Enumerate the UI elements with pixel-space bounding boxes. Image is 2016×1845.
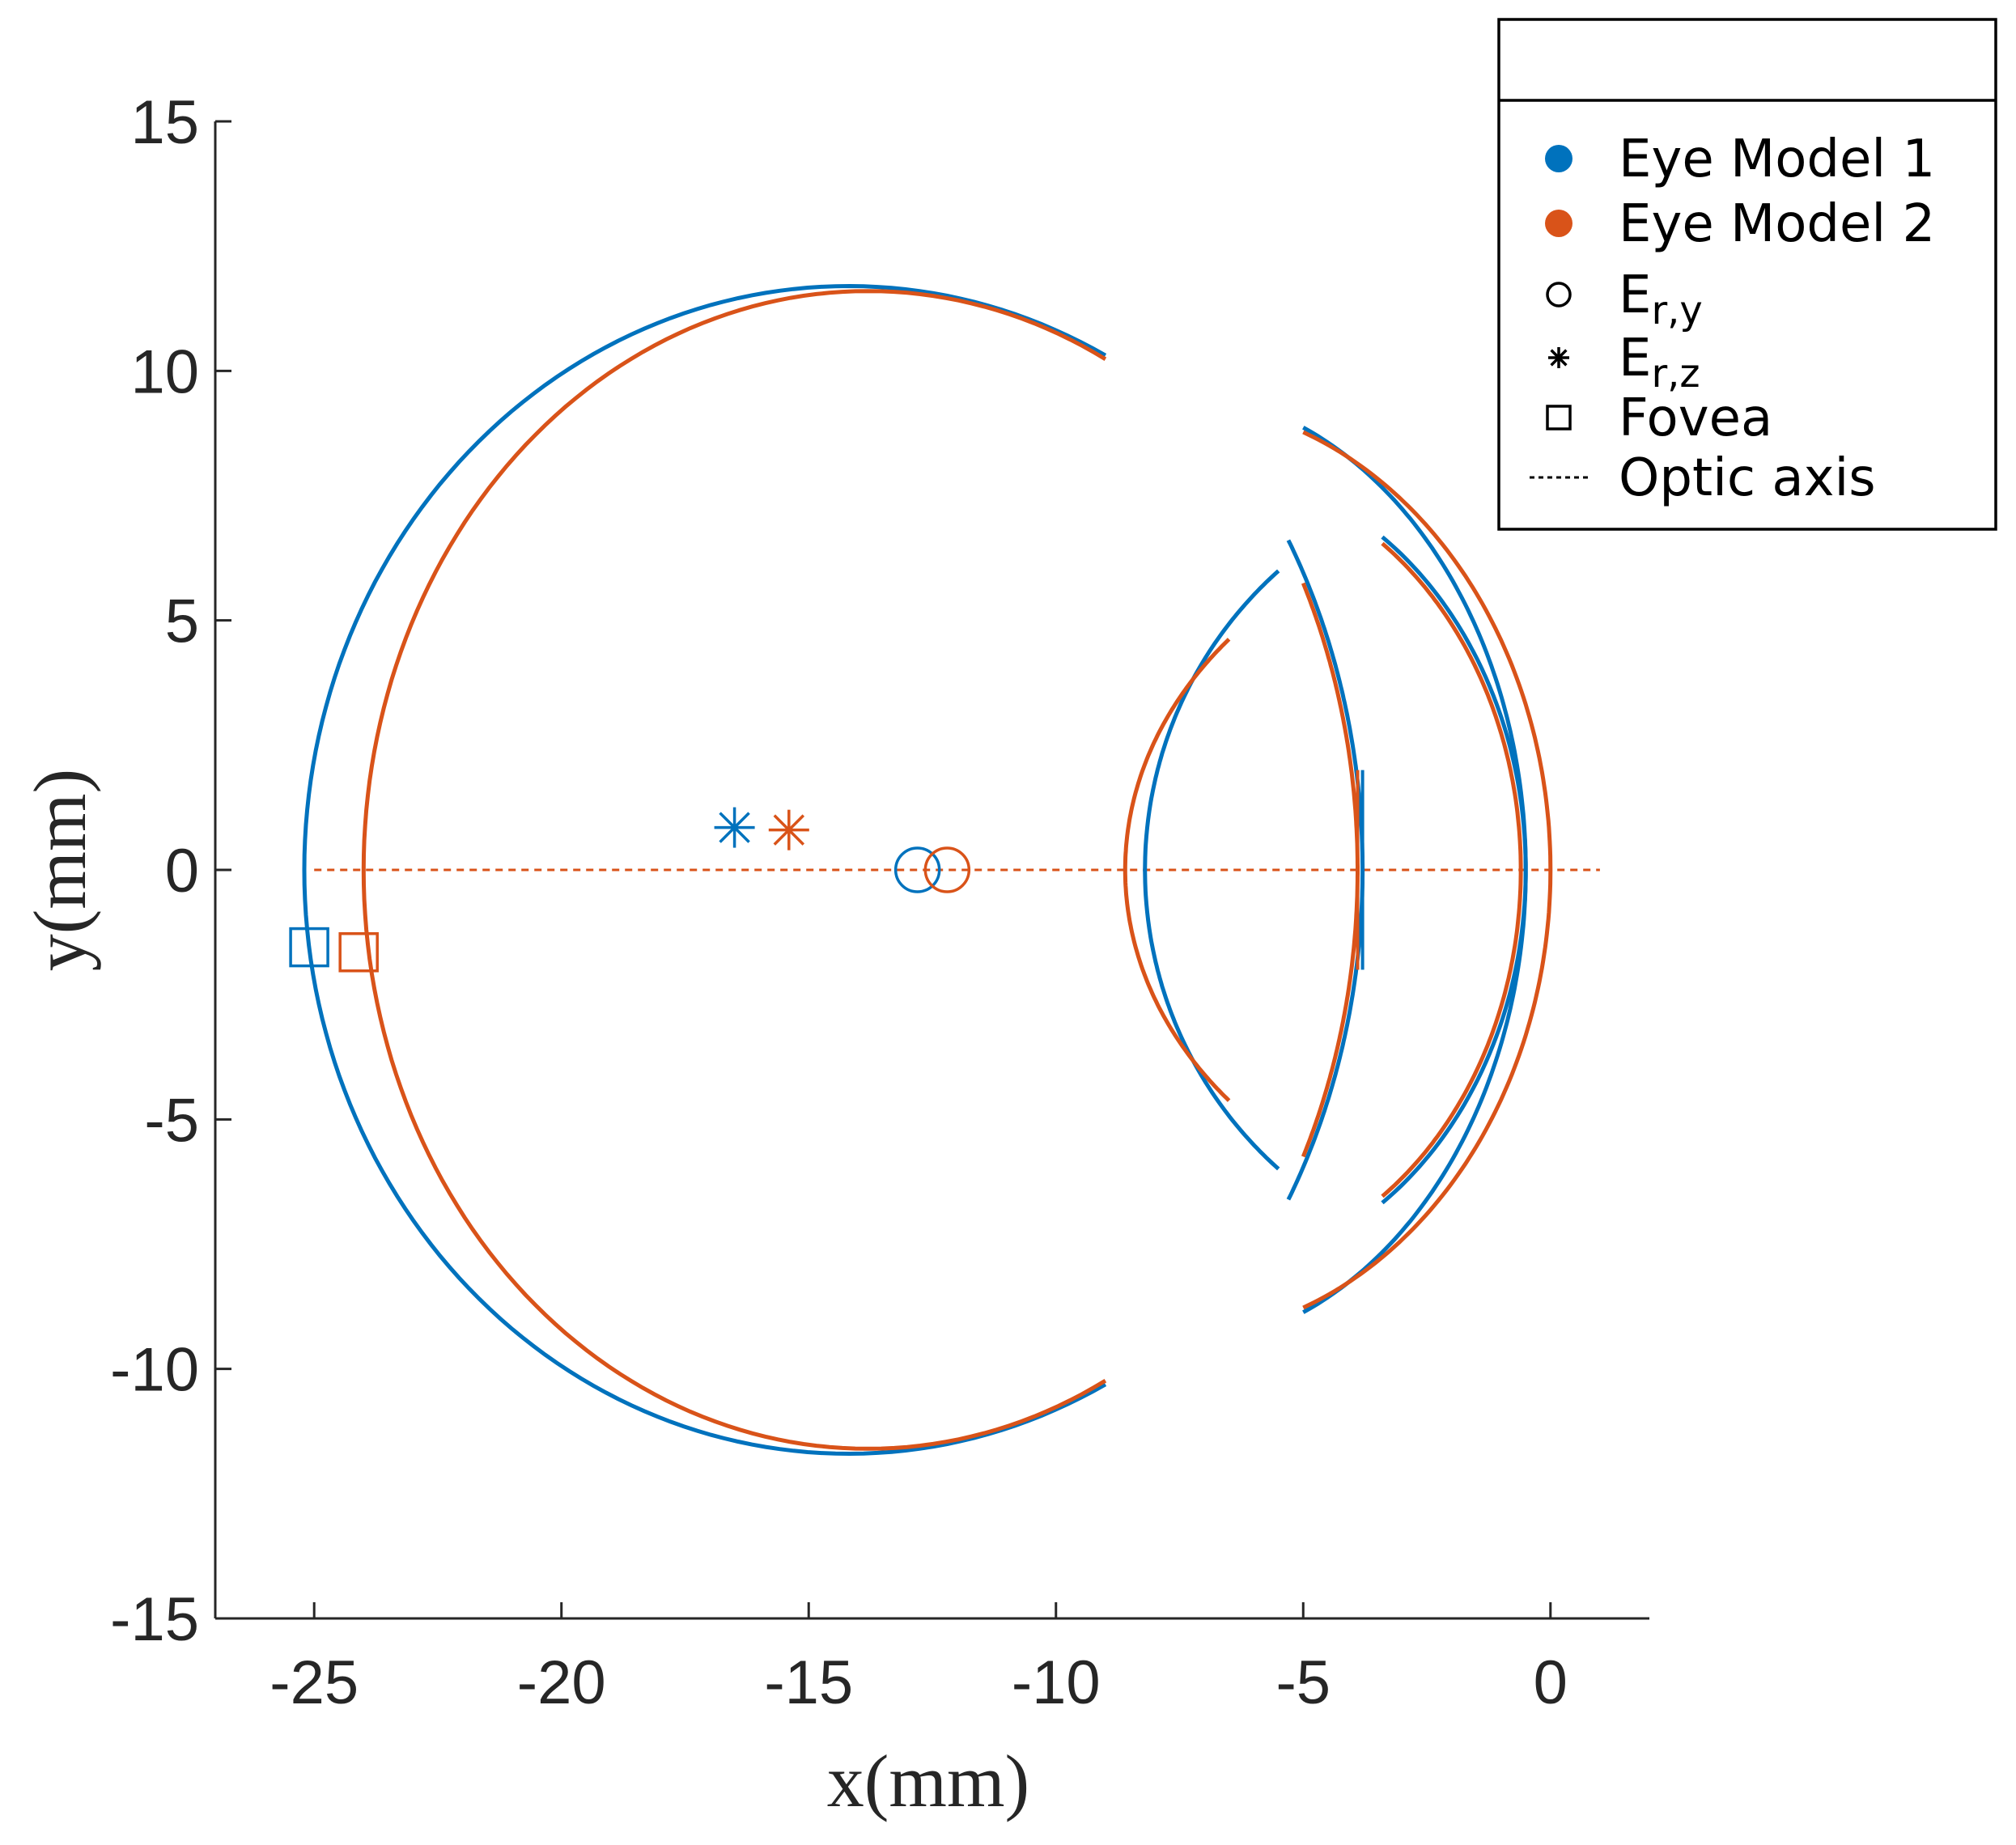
legend-entry: Fovea bbox=[1546, 388, 1772, 448]
legend-entry: Eye Model 2 bbox=[1545, 194, 1935, 254]
asterisk-stroke bbox=[773, 814, 805, 846]
y-tick-label: -15 bbox=[110, 1585, 199, 1654]
legend-label: Er,y bbox=[1619, 265, 1703, 333]
legend-entry: Optic axis bbox=[1530, 448, 1876, 508]
y-tick-label: 10 bbox=[130, 337, 199, 406]
cornea-posterior-curve bbox=[1381, 535, 1528, 1205]
cornea-anterior-curve bbox=[1302, 426, 1528, 1314]
retina-curve bbox=[302, 283, 1107, 1457]
legend-entry: Er,y bbox=[1546, 265, 1703, 333]
y-tick-label: -10 bbox=[110, 1336, 199, 1405]
y-tick-label: 5 bbox=[165, 587, 199, 656]
legend-label: Eye Model 2 bbox=[1619, 194, 1935, 254]
e-rz-marker bbox=[768, 809, 809, 850]
legend-label: Optic axis bbox=[1619, 448, 1876, 508]
x-tick-label: 0 bbox=[1534, 1648, 1568, 1717]
legend-subscript: r,y bbox=[1651, 288, 1702, 333]
y-tick-label: 0 bbox=[165, 837, 199, 906]
legend-subscript: r,z bbox=[1651, 351, 1700, 397]
legend-dot-marker bbox=[1545, 145, 1572, 172]
legend-label: Fovea bbox=[1619, 388, 1772, 448]
retina-curve bbox=[361, 289, 1107, 1451]
asterisk-stroke bbox=[1550, 349, 1568, 367]
plot-area bbox=[289, 283, 1600, 1457]
x-tick-label: -20 bbox=[517, 1648, 606, 1717]
series-2 bbox=[338, 289, 1553, 1451]
legend-circle-marker bbox=[1546, 282, 1572, 308]
legend-label: Eye Model 1 bbox=[1619, 129, 1935, 189]
asterisk-stroke bbox=[719, 812, 750, 843]
legend-dot-marker bbox=[1545, 210, 1572, 237]
e-ry-marker bbox=[923, 846, 971, 893]
axes: -25 -20 -15 -10 -5 0 15 10 5 0 -5 -10 -15 bbox=[110, 88, 1649, 1717]
legend-box bbox=[1497, 18, 1997, 531]
y-axis-label: y(mm) bbox=[19, 769, 101, 971]
e-ry-marker bbox=[893, 846, 941, 893]
x-axis-label: x(mm) bbox=[827, 1740, 1029, 1822]
fovea-marker bbox=[338, 932, 379, 973]
cornea-anterior-curve bbox=[1302, 430, 1553, 1310]
lens-posterior-curve bbox=[1123, 638, 1231, 1102]
legend-asterisk-marker bbox=[1548, 347, 1569, 368]
y-tick-label: -5 bbox=[144, 1086, 199, 1155]
fovea-marker bbox=[289, 927, 329, 968]
x-tick-label: -10 bbox=[1012, 1648, 1101, 1717]
x-tick-label: -15 bbox=[764, 1648, 853, 1717]
cornea-posterior-curve bbox=[1381, 541, 1523, 1198]
x-tick-label: -5 bbox=[1275, 1648, 1331, 1717]
e-rz-marker bbox=[714, 807, 755, 848]
legend-square-marker bbox=[1546, 405, 1572, 430]
legend-entry: Eye Model 1 bbox=[1545, 129, 1935, 189]
y-tick-label: 15 bbox=[130, 88, 199, 157]
lens-posterior-curve bbox=[1143, 569, 1280, 1171]
x-tick-label: -25 bbox=[270, 1648, 359, 1717]
series-1 bbox=[289, 283, 1528, 1457]
